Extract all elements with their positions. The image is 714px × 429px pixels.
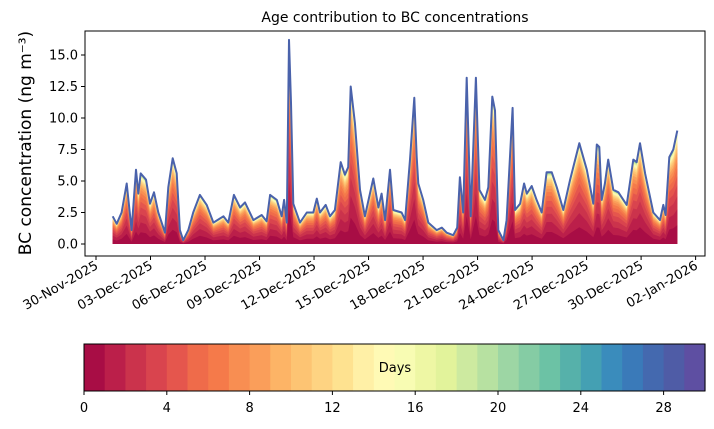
colorbar-bin	[373, 344, 396, 391]
colorbar-bin	[187, 344, 209, 391]
colorbar-tick-label: 12	[324, 401, 341, 416]
colorbar-bin	[560, 344, 582, 391]
colorbar-bin	[291, 344, 313, 391]
colorbar-bin	[332, 344, 354, 391]
colorbar-bin	[622, 344, 644, 391]
age-layer-0	[112, 209, 678, 244]
x-axis-ticks: 30-Nov-202503-Dec-202506-Dec-202509-Dec-…	[21, 256, 701, 314]
colorbar-bin	[498, 344, 520, 391]
colorbar-tick-label: 4	[163, 401, 171, 416]
colorbar-tick-label: 20	[490, 401, 507, 416]
colorbar-bin	[601, 344, 623, 391]
y-tick-label: 0.0	[57, 238, 78, 253]
y-tick-label: 7.5	[57, 143, 78, 158]
y-axis-ticks: 0.0 2.5 5.0 7.5 10.0 12.5 15.0	[49, 49, 85, 253]
y-tick-label: 15.0	[49, 49, 78, 64]
colorbar	[84, 344, 706, 391]
colorbar-ticks: 0 4 8 12 16 20 24 28	[80, 391, 672, 416]
colorbar-bin	[228, 344, 251, 391]
y-tick-label: 2.5	[57, 206, 78, 221]
colorbar-bin	[125, 344, 147, 391]
colorbar-bin	[394, 344, 416, 391]
colorbar-bin	[415, 344, 437, 391]
colorbar-bin	[518, 344, 540, 391]
colorbar-frame	[83, 343, 706, 392]
colorbar-bin	[270, 344, 292, 391]
y-tick-label: 10.0	[49, 112, 78, 127]
colorbar-bin	[642, 344, 665, 391]
colorbar-bin	[146, 344, 168, 391]
colorbar-bin	[208, 344, 230, 391]
colorbar-bin	[435, 344, 458, 391]
colorbar-tick-label: 16	[407, 401, 424, 416]
y-tick-label: 5.0	[57, 175, 78, 190]
colorbar-bin	[580, 344, 603, 391]
colorbar-bin	[353, 344, 375, 391]
colorbar-bin	[311, 344, 333, 391]
y-axis-label: BC concentration (ng m⁻³)	[16, 31, 36, 255]
y-tick-label: 12.5	[49, 80, 78, 95]
colorbar-bin	[663, 344, 685, 391]
colorbar-bin	[249, 344, 271, 391]
colorbar-bin	[104, 344, 126, 391]
colorbar-tick-label: 28	[655, 401, 672, 416]
colorbar-tick-label: 24	[573, 401, 590, 416]
colorbar-bin	[684, 344, 706, 391]
colorbar-tick-label: 8	[245, 401, 253, 416]
colorbar-tick-label: 0	[80, 401, 88, 416]
colorbar-bin	[539, 344, 561, 391]
colorbar-bin	[84, 344, 106, 391]
colorbar-bin	[456, 344, 478, 391]
total-bc-line	[111, 38, 679, 242]
chart-title: Age contribution to BC concentrations	[261, 10, 528, 26]
colorbar-bin	[166, 344, 189, 391]
colorbar-label: Days	[379, 361, 412, 376]
plot-frame	[84, 30, 706, 257]
colorbar-bin	[477, 344, 499, 391]
age-stacked-areas	[112, 39, 678, 245]
